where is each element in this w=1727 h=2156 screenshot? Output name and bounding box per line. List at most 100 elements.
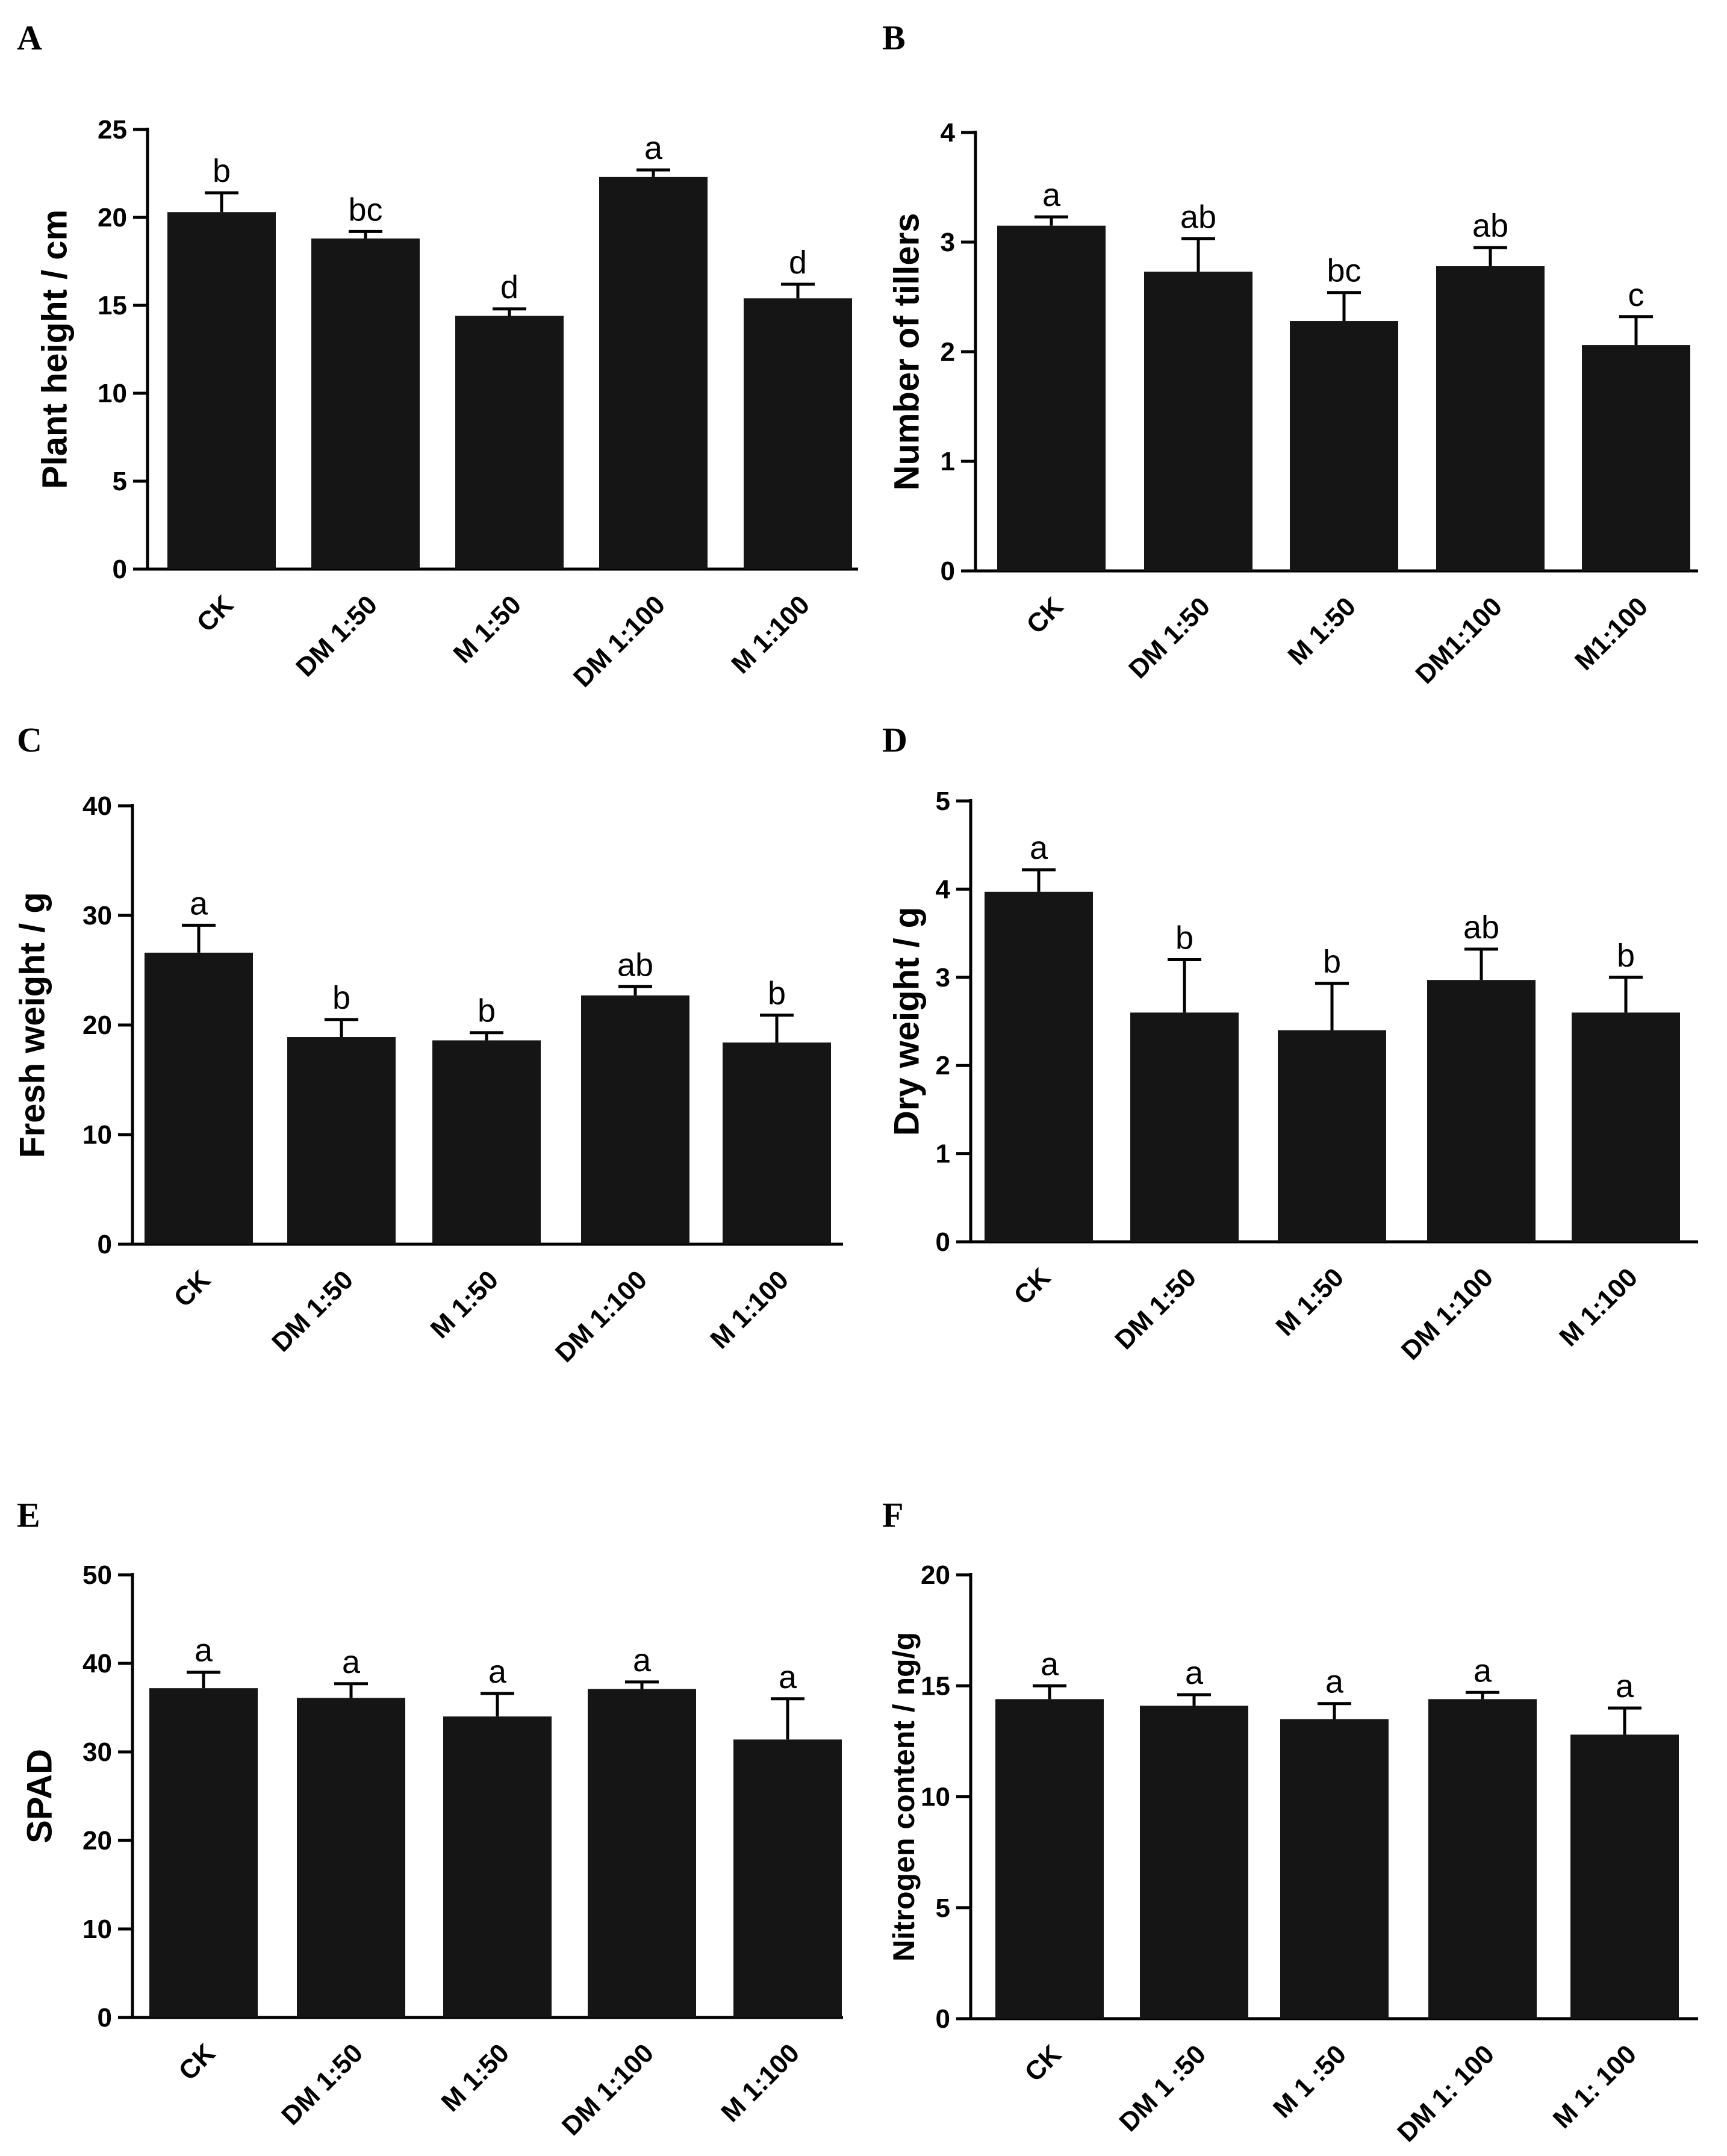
- panel-letter: C: [17, 720, 42, 759]
- category-label: DM 1:100: [556, 2038, 659, 2141]
- bar-3: [1290, 321, 1398, 571]
- y-tick-label: 4: [941, 118, 956, 148]
- category-label: DM1:100: [1410, 591, 1508, 690]
- significance-label: a: [190, 885, 208, 921]
- y-tick-label: 30: [82, 1737, 112, 1767]
- category-label: CK: [1008, 1262, 1056, 1310]
- bar-3: [455, 316, 564, 569]
- category-label: CK: [168, 1265, 216, 1313]
- panel-e: E 0 10 20 30 40 50 SPAD a CK a DM 1:50 a M 1:50 a DM 1:…: [17, 1495, 843, 2142]
- y-tick-label: 40: [82, 791, 112, 821]
- y-tick-label: 20: [82, 1826, 112, 1855]
- y-tick-label: 0: [941, 556, 955, 586]
- significance-label: ab: [1180, 199, 1216, 235]
- y-axis-title: Fresh weight / g: [13, 892, 52, 1158]
- category-label: M 1:50: [436, 2038, 515, 2117]
- y-axis-title: Number of tillers: [887, 213, 926, 491]
- significance-label: d: [789, 245, 807, 281]
- significance-label: a: [488, 1654, 507, 1690]
- panel-letter: E: [17, 1495, 40, 1534]
- significance-label: ab: [617, 947, 653, 983]
- significance-label: b: [1617, 938, 1635, 974]
- y-tick-label: 10: [921, 1783, 950, 1812]
- significance-label: b: [768, 976, 786, 1012]
- y-tick-label: 20: [921, 1560, 950, 1590]
- category-label: M 1:50: [1283, 591, 1361, 670]
- y-tick-label: 10: [98, 379, 127, 408]
- category-label: M 1:50: [425, 1265, 504, 1344]
- y-tick-label: 1: [941, 447, 955, 476]
- y-tick-label: 0: [936, 2004, 950, 2034]
- y-axis-title: Nitrogen content / ng/g: [887, 1632, 921, 1961]
- category-label: M 1:100: [1554, 1262, 1643, 1352]
- bar-5: [733, 1739, 842, 2017]
- panel-letter: B: [882, 18, 906, 57]
- bar-4: [599, 176, 708, 570]
- bar-1: [997, 225, 1106, 571]
- bar-4: [1427, 980, 1536, 1242]
- category-label: CK: [173, 2038, 221, 2086]
- category-label: CK: [191, 590, 239, 638]
- category-label: DM 1:100: [568, 590, 671, 693]
- bar-5: [723, 1042, 831, 1244]
- panel-a: A 0 5 10 15 20 25 Plant height / cm b CK bc DM 1:50…: [17, 18, 858, 693]
- y-axis-title: SPAD: [20, 1749, 59, 1843]
- y-axis-title: Plant height / cm: [35, 210, 74, 489]
- y-tick-label: 5: [936, 787, 950, 816]
- bar-2: [287, 1037, 396, 1244]
- significance-label: a: [1185, 1655, 1204, 1691]
- significance-label: a: [194, 1633, 213, 1669]
- bar-5: [1572, 1012, 1680, 1242]
- significance-label: ab: [1463, 909, 1499, 946]
- significance-label: a: [1042, 177, 1061, 213]
- bar-1: [985, 891, 1093, 1242]
- category-label: DM 1:50: [1109, 1262, 1202, 1355]
- category-label: M1:100: [1569, 591, 1654, 676]
- y-tick-label: 3: [936, 963, 950, 992]
- y-tick-label: 0: [98, 1230, 112, 1259]
- significance-label: b: [1323, 944, 1341, 980]
- y-tick-label: 15: [921, 1671, 950, 1701]
- bar-3: [1278, 1030, 1386, 1242]
- y-tick-label: 5: [936, 1893, 950, 1923]
- significance-label: ab: [1472, 208, 1508, 244]
- bar-3: [432, 1040, 541, 1244]
- category-label: M 1 :50: [1268, 2039, 1352, 2123]
- bar-2: [1144, 272, 1252, 571]
- category-label: DM 1:50: [266, 1265, 359, 1357]
- bar-1: [995, 1699, 1104, 2019]
- significance-label: bc: [1327, 253, 1361, 289]
- category-label: DM 1:50: [276, 2038, 369, 2131]
- y-tick-label: 30: [82, 901, 112, 930]
- bar-4: [588, 1689, 696, 2017]
- bar-3: [443, 1716, 552, 2017]
- significance-label: b: [213, 153, 231, 189]
- category-label: M 1:100: [715, 2038, 805, 2128]
- category-label: DM 1:100: [550, 1265, 653, 1368]
- bar-4: [581, 995, 689, 1244]
- significance-label: a: [1616, 1668, 1634, 1704]
- bar-2: [1140, 1706, 1248, 2019]
- category-label: M 1:50: [1271, 1262, 1349, 1341]
- bar-5: [1582, 345, 1690, 571]
- y-tick-label: 5: [113, 467, 127, 496]
- significance-label: a: [644, 130, 663, 166]
- y-tick-label: 15: [98, 291, 127, 320]
- panel-d: D 0 1 2 3 4 5 Dry weight / g a CK b DM 1:50 b M 1:50 a…: [882, 720, 1698, 1366]
- bar-3: [1280, 1719, 1389, 2019]
- category-label: CK: [1021, 591, 1069, 640]
- category-label: DM 1 :50: [1113, 2039, 1212, 2137]
- category-label: DM 1: 100: [1392, 2039, 1500, 2148]
- panel-f: F 0 5 10 15 20 Nitrogen content / ng/g a CK a DM 1…: [882, 1495, 1698, 2148]
- y-tick-label: 1: [936, 1139, 950, 1169]
- y-tick-label: 10: [82, 1120, 112, 1150]
- y-tick-label: 10: [82, 1915, 112, 1944]
- significance-label: a: [633, 1642, 652, 1678]
- bar-5: [744, 298, 852, 569]
- significance-label: a: [779, 1659, 797, 1695]
- significance-label: c: [1628, 277, 1645, 313]
- category-label: DM 1:50: [1123, 591, 1216, 684]
- significance-label: a: [1041, 1646, 1059, 1682]
- significance-label: b: [332, 980, 350, 1016]
- bar-2: [311, 238, 420, 569]
